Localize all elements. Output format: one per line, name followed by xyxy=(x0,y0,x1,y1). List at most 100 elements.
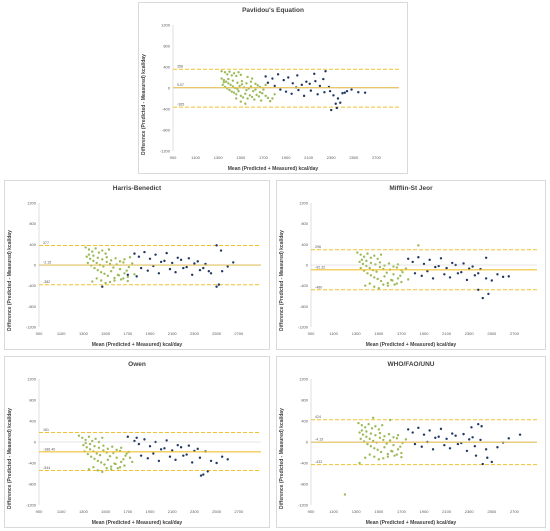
data-point xyxy=(115,448,118,452)
data-point xyxy=(239,94,242,98)
data-point xyxy=(335,106,339,110)
data-point xyxy=(219,249,223,252)
data-point xyxy=(103,272,106,275)
data-point xyxy=(187,257,191,260)
x-tick-label: 1100 xyxy=(329,331,338,336)
data-point xyxy=(399,445,402,448)
data-point xyxy=(386,455,390,458)
x-tick-label: 1300 xyxy=(214,155,224,160)
data-point xyxy=(85,255,88,258)
y-tick-label: 400 xyxy=(29,242,36,247)
data-point xyxy=(126,435,129,438)
y-tick-label: 0 xyxy=(34,263,37,268)
x-tick-label: 1300 xyxy=(352,331,362,336)
mean-label: 5.07 xyxy=(177,83,184,87)
data-point xyxy=(232,261,235,264)
x-tick-label: 1300 xyxy=(352,509,362,514)
x-tick-label: 2300 xyxy=(465,331,475,336)
data-point xyxy=(240,79,244,83)
y-tick-label: -800 xyxy=(28,482,37,487)
x-tick-label: 2300 xyxy=(465,509,475,514)
y-tick-label: -800 xyxy=(28,304,37,309)
data-point xyxy=(157,272,161,275)
data-point xyxy=(264,75,267,78)
data-point xyxy=(434,265,437,269)
data-point xyxy=(105,260,108,264)
data-point xyxy=(196,260,199,263)
data-point xyxy=(220,270,224,273)
data-point xyxy=(96,469,100,472)
x-tick-label: 2700 xyxy=(234,331,244,336)
data-point xyxy=(215,244,218,247)
data-point xyxy=(364,426,367,429)
data-point xyxy=(395,266,399,269)
upper-limit-label: 377 xyxy=(43,241,49,245)
data-point xyxy=(387,432,391,436)
data-point xyxy=(366,252,369,255)
data-point xyxy=(296,74,299,77)
data-point xyxy=(361,433,365,436)
data-point xyxy=(182,454,185,457)
data-point xyxy=(135,275,138,278)
data-point xyxy=(220,77,223,80)
data-point xyxy=(252,89,255,93)
x-axis-label: Mean (Predicted + Measured) kcal/day xyxy=(91,342,183,348)
data-point xyxy=(385,271,388,274)
data-point xyxy=(456,272,460,275)
data-point xyxy=(334,102,337,105)
x-tick-label: 1500 xyxy=(101,509,111,514)
data-point xyxy=(198,268,202,272)
data-point xyxy=(313,72,316,76)
data-point xyxy=(428,258,431,262)
data-point xyxy=(131,262,134,265)
data-point xyxy=(122,261,125,264)
x-tick-label: 900 xyxy=(36,331,43,336)
data-point xyxy=(431,448,435,451)
data-point xyxy=(374,263,377,266)
x-tick-label: 2100 xyxy=(442,509,452,514)
data-point xyxy=(231,79,235,82)
data-point xyxy=(451,261,454,265)
x-tick-label: 1100 xyxy=(57,509,66,514)
data-point xyxy=(84,441,87,445)
data-point xyxy=(159,260,163,264)
data-point xyxy=(445,266,448,270)
data-point xyxy=(123,464,126,467)
data-point xyxy=(231,85,235,88)
data-point xyxy=(487,292,490,296)
x-tick-label: 2100 xyxy=(168,331,178,336)
data-point xyxy=(230,74,233,77)
data-point xyxy=(291,82,294,85)
data-point xyxy=(309,89,313,92)
mean-label: -2.15 xyxy=(43,261,51,265)
data-point xyxy=(396,277,400,280)
data-point xyxy=(448,276,452,279)
data-point xyxy=(302,94,306,98)
data-point xyxy=(413,442,417,446)
data-point xyxy=(391,450,394,453)
data-point xyxy=(104,252,107,255)
data-point xyxy=(366,272,369,275)
data-point xyxy=(115,456,118,459)
data-point xyxy=(451,432,454,435)
data-point xyxy=(373,455,376,458)
data-point xyxy=(209,272,213,275)
data-point xyxy=(86,261,90,265)
data-point xyxy=(496,273,499,276)
data-point xyxy=(236,81,239,84)
data-point xyxy=(240,83,244,86)
y-tick-label: -1200 xyxy=(26,503,37,508)
data-point xyxy=(95,277,98,280)
data-point xyxy=(368,437,371,441)
data-point xyxy=(137,442,141,446)
data-point xyxy=(190,273,194,277)
data-point xyxy=(152,452,155,455)
data-point xyxy=(109,468,113,471)
data-point xyxy=(375,270,378,273)
data-point xyxy=(171,261,174,265)
data-point xyxy=(361,262,365,266)
data-point xyxy=(383,264,386,267)
chart-panel-owen: Owen Difference (Predicted - Measured) k… xyxy=(4,356,270,528)
